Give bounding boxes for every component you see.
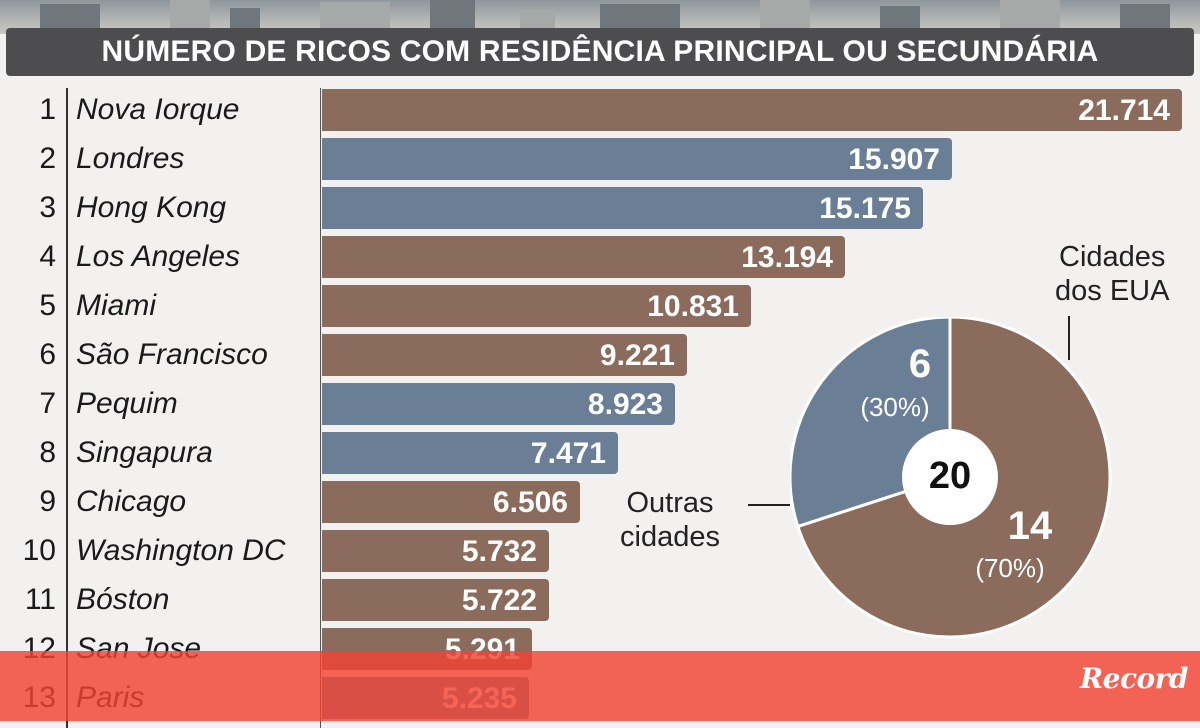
rank-label: 8	[39, 436, 56, 469]
donut-other-percent: (30%)	[860, 392, 930, 422]
rank-label: 3	[39, 191, 56, 224]
bar-row: 10 Washington DC 5.732	[0, 528, 1200, 577]
rank-label: 9	[39, 485, 56, 518]
category-label: Miami	[76, 289, 156, 322]
other-callout-leader	[748, 504, 790, 506]
bar	[322, 334, 687, 376]
rank-label: 10	[22, 534, 56, 567]
category-label: Hong Kong	[76, 191, 227, 224]
rank-label: 2	[39, 142, 56, 175]
usa-callout: Cidades dos EUA	[1055, 240, 1169, 308]
category-label: Singapura	[76, 436, 213, 469]
rank-label: 6	[39, 338, 56, 371]
usa-callout-line2: dos EUA	[1055, 275, 1170, 307]
category-label: Nova Iorque	[76, 93, 240, 126]
other-callout-line2: cidades	[620, 521, 720, 553]
rank-label: 5	[39, 289, 56, 322]
bar-row: 5 Miami 10.831	[0, 283, 1200, 332]
category-label: São Francisco	[76, 338, 268, 371]
category-label: Pequim	[76, 387, 178, 420]
rank-divider	[66, 88, 68, 728]
category-label: Bóston	[76, 583, 170, 616]
usa-callout-line1: Cidades	[1059, 241, 1166, 273]
bar	[322, 530, 549, 572]
donut-center-label: 20	[928, 455, 972, 497]
donut-chart	[790, 317, 1112, 639]
bar-row: 6 São Francisco 9.221	[0, 332, 1200, 381]
bar	[322, 481, 580, 523]
bar-value-label: 8.923	[587, 388, 663, 421]
category-label: Londres	[76, 142, 185, 175]
bar	[322, 236, 845, 278]
bar-row: 2 Londres 15.907	[0, 136, 1200, 185]
donut-hole	[902, 429, 998, 525]
usa-callout-leader	[1068, 316, 1070, 360]
rank-label: 11	[24, 583, 56, 616]
bar-value-label: 7.471	[530, 437, 606, 470]
bar-row: 9 Chicago 6.506	[0, 479, 1200, 528]
bar	[322, 579, 549, 621]
bar-value-label: 5.732	[461, 535, 537, 568]
rank-label: 7	[39, 387, 56, 420]
rank-label: 4	[39, 240, 56, 273]
bar-value-label: 15.907	[848, 143, 940, 176]
bar	[322, 432, 618, 474]
bar	[322, 138, 952, 180]
bar-baseline	[320, 88, 321, 728]
rank-label: 1	[39, 93, 56, 126]
bar-row: 1 Nova Iorque 21.714	[0, 87, 1200, 136]
donut-other-value: 6	[908, 342, 932, 386]
bar-value-label: 5.722	[461, 584, 537, 617]
bar-row: 7 Pequim 8.923	[0, 381, 1200, 430]
bar	[322, 187, 923, 229]
bar-value-label: 15.175	[819, 192, 911, 225]
bar	[322, 285, 751, 327]
donut-usa-percent: (70%)	[975, 553, 1045, 583]
bar-value-label: 9.221	[599, 339, 675, 372]
bar-value-label: 13.194	[741, 241, 833, 274]
bar-value-label: 21.714	[1078, 94, 1170, 127]
bar-row: 8 Singapura 7.471	[0, 430, 1200, 479]
other-callout: Outras cidades	[620, 486, 720, 554]
bar-row: 3 Hong Kong 15.175	[0, 185, 1200, 234]
category-label: Los Angeles	[76, 240, 241, 273]
category-label: Chicago	[76, 485, 187, 518]
bar	[322, 383, 675, 425]
other-callout-line1: Outras	[626, 487, 714, 519]
footer-overlay	[0, 651, 1200, 721]
bar-value-label: 6.506	[492, 486, 568, 519]
category-label: Washington DC	[76, 534, 286, 567]
bar-row: 11 Bóston 5.722	[0, 577, 1200, 626]
donut-usa-value: 14	[1007, 504, 1053, 548]
bar-value-label: 10.831	[647, 290, 739, 323]
brand-logo: Record	[1079, 662, 1189, 695]
chart-title: NÚMERO DE RICOS COM RESIDÊNCIA PRINCIPAL…	[6, 28, 1194, 76]
bar-row: 4 Los Angeles 13.194	[0, 234, 1200, 283]
bar	[322, 89, 1182, 131]
